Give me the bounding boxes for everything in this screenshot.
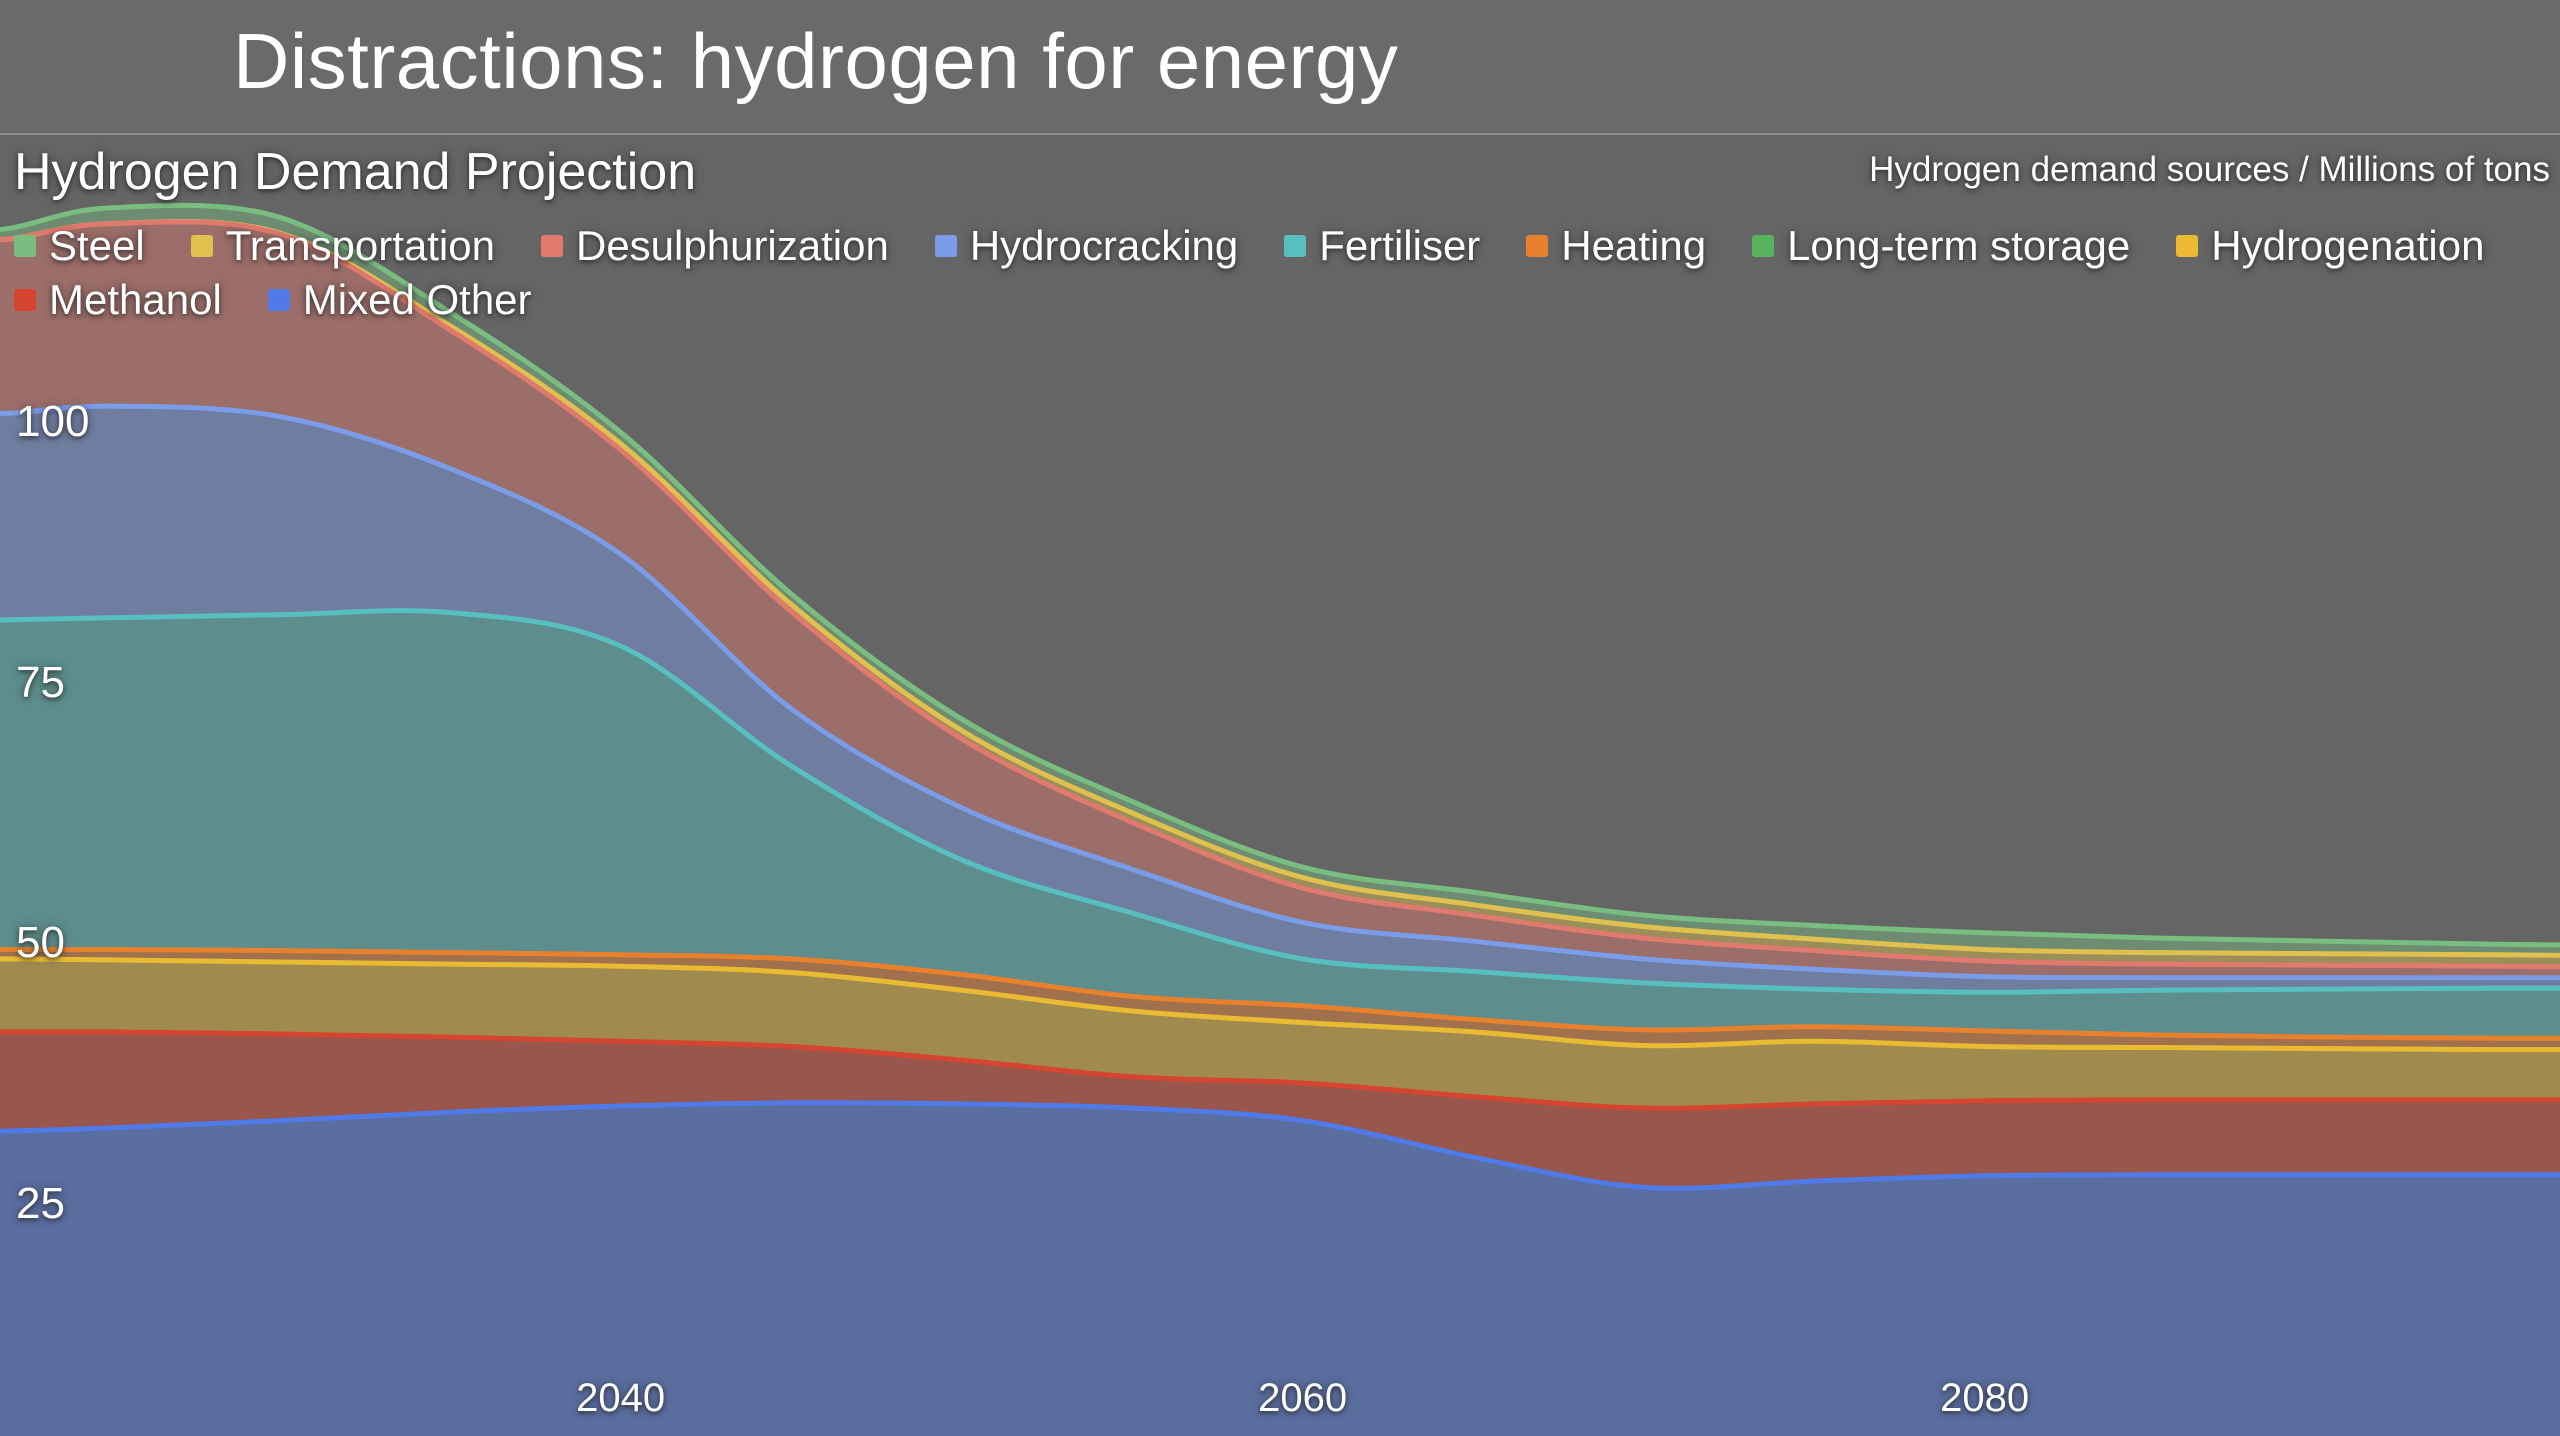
series-line-fertiliser — [0, 608, 2560, 995]
axis-units-label: Hydrogen demand sources / Millions of to… — [1869, 150, 2550, 189]
legend-swatch — [2176, 235, 2199, 257]
legend-swatch — [14, 289, 36, 311]
legend-label: Heating — [1561, 222, 1707, 269]
legend-swatch — [1284, 235, 1307, 257]
x-tick-label-2080: 2080 — [1940, 1376, 2030, 1420]
legend-item-hydrogenation[interactable]: Hydrogenation — [2176, 222, 2484, 270]
legend-label: Methanol — [49, 276, 222, 323]
legend-item-steel[interactable]: Steel — [14, 222, 145, 270]
legend-swatch — [1752, 235, 1775, 257]
chart-legend: Steel Transportation Desulphurization Hydro… — [14, 222, 2550, 324]
legend-swatch — [934, 235, 957, 257]
legend-item-heating[interactable]: Heating — [1526, 222, 1706, 270]
legend-item-fertiliser[interactable]: Fertiliser — [1284, 222, 1480, 270]
legend-swatch — [14, 235, 36, 257]
legend-label: Hydrogenation — [2211, 222, 2485, 269]
legend-swatch — [1526, 235, 1549, 257]
legend-label: Steel — [49, 222, 145, 269]
title-bar — [0, 0, 2560, 135]
series-line-heating — [0, 946, 2560, 1041]
legend-item-long-term-storage[interactable]: Long-term storage — [1752, 222, 2130, 270]
legend-label: Transportation — [225, 222, 495, 269]
legend-label: Desulphurization — [575, 222, 889, 269]
legend-label: Long-term storage — [1787, 222, 2131, 269]
legend-label: Mixed Other — [302, 276, 532, 323]
series-line-hydrocracking — [0, 403, 2560, 981]
series-line-mixed-other — [0, 1100, 2560, 1191]
series-line-methanol — [0, 1029, 2560, 1111]
legend-swatch — [190, 235, 213, 257]
y-tick-label-100: 100 — [16, 396, 90, 446]
area-band-methanol — [0, 1031, 2560, 1189]
legend-swatch — [540, 235, 563, 257]
series-line-hydrogenation — [0, 956, 2560, 1053]
y-tick-label-50: 50 — [16, 918, 65, 968]
legend-swatch — [267, 289, 290, 311]
chart-title: Hydrogen Demand Projection — [14, 143, 697, 201]
legend-item-hydrocracking[interactable]: Hydrocracking — [934, 222, 1239, 270]
legend-row: Methanol Mixed Other — [14, 276, 2550, 324]
series-line-steel — [0, 202, 2560, 948]
y-tick-label-75: 75 — [16, 657, 65, 707]
legend-item-transportation[interactable]: Transportation — [190, 222, 495, 270]
slide-title: Distractions: hydrogen for energy — [233, 17, 1399, 105]
area-band-fertiliser — [0, 610, 2560, 1039]
x-tick-label-2060: 2060 — [1258, 1376, 1348, 1420]
area-band-hydrocracking — [0, 406, 2560, 993]
legend-item-mixed-other[interactable]: Mixed Other — [267, 276, 532, 324]
series-line-desulphurization — [0, 219, 2560, 970]
x-tick-label-2040: 2040 — [576, 1376, 666, 1420]
legend-item-methanol[interactable]: Methanol — [14, 276, 222, 324]
legend-row: Steel Transportation Desulphurization Hydro… — [14, 222, 2550, 270]
legend-label: Fertiliser — [1319, 222, 1481, 269]
area-band-hydrogenation — [0, 958, 2560, 1109]
y-tick-label-25: 25 — [16, 1179, 65, 1228]
legend-label: Hydrocracking — [969, 222, 1239, 269]
area-band-mixed-other — [0, 1102, 2560, 1436]
legend-item-desulphurization[interactable]: Desulphurization — [540, 222, 889, 270]
area-band-desulphurization — [0, 221, 2560, 978]
